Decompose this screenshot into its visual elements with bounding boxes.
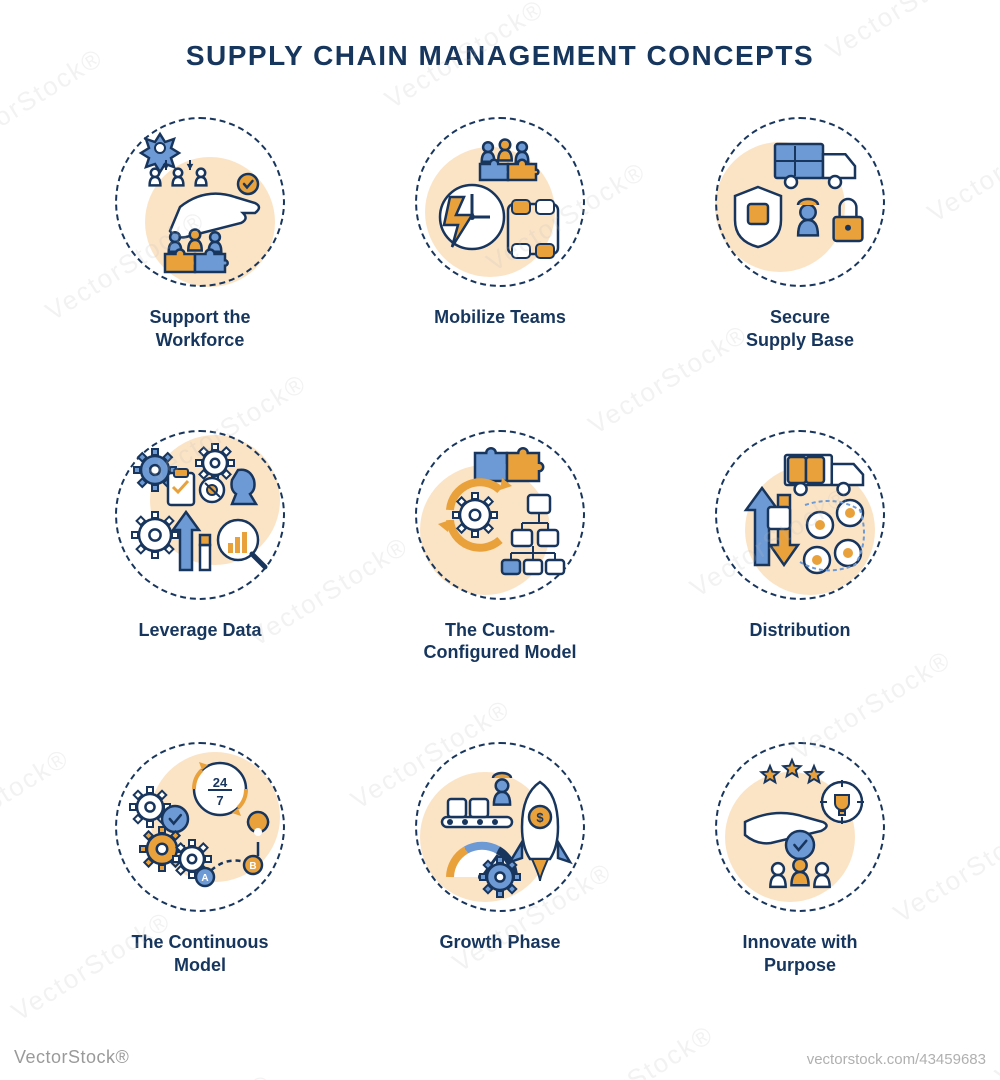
- mobilize-teams-icon: [410, 112, 590, 292]
- growth-phase-icon: $: [410, 737, 590, 917]
- leverage-data-label: Leverage Data: [138, 619, 261, 642]
- innovate-purpose-icon: [710, 737, 890, 917]
- custom-configured-model-label: The Custom- Configured Model: [424, 619, 577, 664]
- continuous-model-icon: 24 7 A B: [110, 737, 290, 917]
- svg-text:A: A: [201, 873, 208, 884]
- footer-id: vectorstock.com/43459683: [807, 1051, 986, 1068]
- growth-phase-label: Growth Phase: [439, 931, 560, 954]
- svg-text:B: B: [249, 861, 256, 872]
- concept-innovate-purpose: Innovate with Purpose: [670, 737, 930, 1020]
- innovate-purpose-label: Innovate with Purpose: [742, 931, 857, 976]
- distribution-icon: [710, 425, 890, 605]
- distribution-label: Distribution: [750, 619, 851, 642]
- concept-leverage-data: Leverage Data: [70, 425, 330, 708]
- support-workforce-label: Support the Workforce: [150, 306, 251, 351]
- continuous-model-label: The Continuous Model: [132, 931, 269, 976]
- concept-distribution: Distribution: [670, 425, 930, 708]
- concept-growth-phase: $ Growth Phase: [370, 737, 630, 1020]
- concept-custom-configured-model: The Custom- Configured Model: [370, 425, 630, 708]
- footer-brand: VectorStock®: [14, 1047, 129, 1068]
- svg-text:$: $: [536, 810, 544, 825]
- page-title: SUPPLY CHAIN MANAGEMENT CONCEPTS: [70, 40, 930, 72]
- secure-supply-base-label: Secure Supply Base: [746, 306, 854, 351]
- leverage-data-icon: [110, 425, 290, 605]
- concept-secure-supply-base: Secure Supply Base: [670, 112, 930, 395]
- svg-text:24: 24: [213, 775, 228, 790]
- concepts-grid: Support the Workforce Mobilize Teams Sec…: [70, 112, 930, 1020]
- custom-configured-model-icon: [410, 425, 590, 605]
- support-workforce-icon: [110, 112, 290, 292]
- concept-mobilize-teams: Mobilize Teams: [370, 112, 630, 395]
- mobilize-teams-label: Mobilize Teams: [434, 306, 566, 329]
- concept-support-workforce: Support the Workforce: [70, 112, 330, 395]
- concept-continuous-model: 24 7 A B The Continuous Model: [70, 737, 330, 1020]
- secure-supply-base-icon: [710, 112, 890, 292]
- svg-text:7: 7: [216, 793, 223, 808]
